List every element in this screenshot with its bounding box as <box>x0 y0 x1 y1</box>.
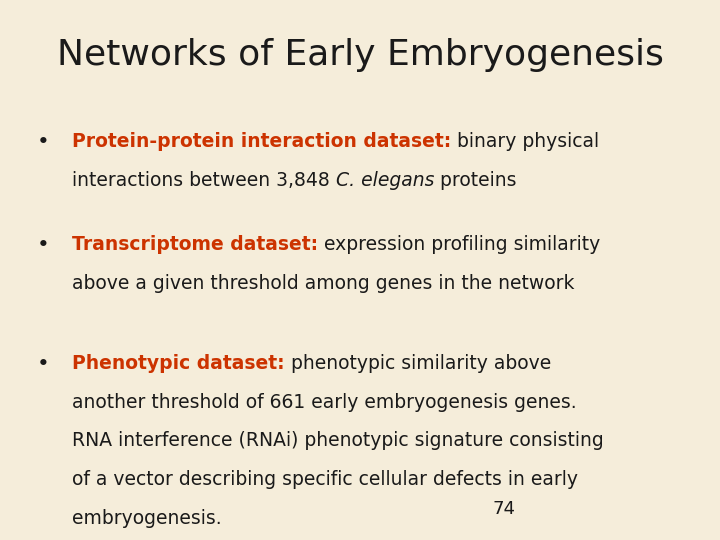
Text: above a given threshold among genes in the network: above a given threshold among genes in t… <box>72 274 575 293</box>
Text: embryogenesis.: embryogenesis. <box>72 509 222 528</box>
Text: Transcriptome dataset:: Transcriptome dataset: <box>72 235 318 254</box>
Text: Phenotypic dataset:: Phenotypic dataset: <box>72 354 284 373</box>
Text: RNA interference (RNAi) phenotypic signature consisting: RNA interference (RNAi) phenotypic signa… <box>72 431 604 450</box>
Text: •: • <box>37 235 50 255</box>
Text: •: • <box>37 354 50 374</box>
Text: C. elegans: C. elegans <box>336 171 434 190</box>
Text: Networks of Early Embryogenesis: Networks of Early Embryogenesis <box>57 38 663 72</box>
Text: of a vector describing specific cellular defects in early: of a vector describing specific cellular… <box>72 470 578 489</box>
Text: expression profiling similarity: expression profiling similarity <box>318 235 600 254</box>
Text: interactions between 3,848: interactions between 3,848 <box>72 171 336 190</box>
Text: proteins: proteins <box>434 171 517 190</box>
Text: •: • <box>37 132 50 152</box>
Text: 74: 74 <box>492 501 516 518</box>
Text: Protein-protein interaction dataset:: Protein-protein interaction dataset: <box>72 132 451 151</box>
Text: another threshold of 661 early embryogenesis genes.: another threshold of 661 early embryogen… <box>72 393 577 411</box>
Text: binary physical: binary physical <box>451 132 599 151</box>
Text: phenotypic similarity above: phenotypic similarity above <box>284 354 551 373</box>
